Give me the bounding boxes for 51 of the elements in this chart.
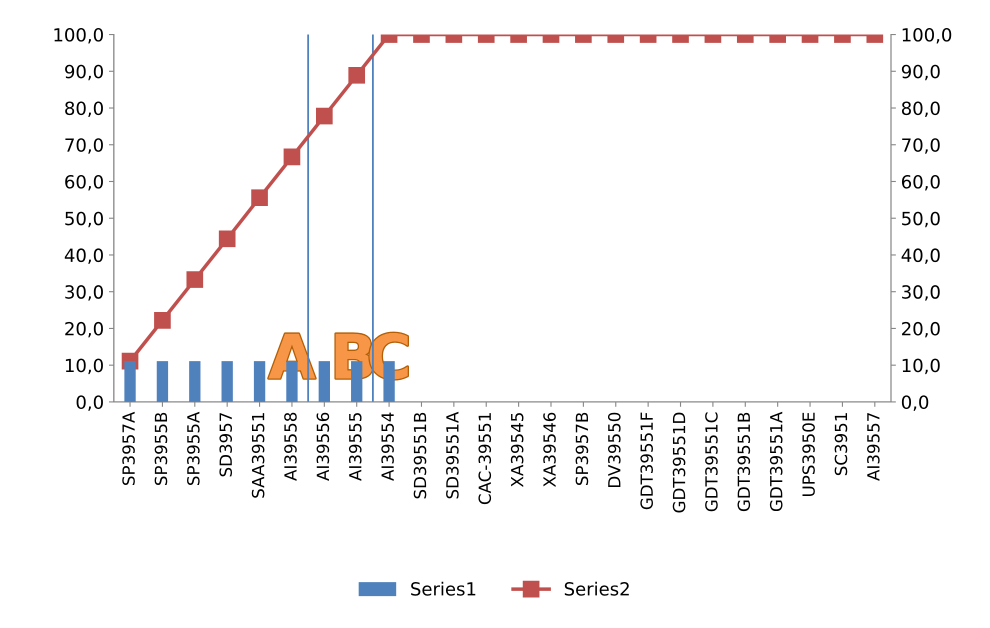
point [154,312,171,329]
y2-tick-label: 60,0 [902,174,940,190]
y2-tick-label: 100,0 [902,28,952,44]
y-tick-label: 20,0 [65,322,103,338]
x-tick-label: CAC-39551 [478,413,492,504]
y2-tick-label: 0,0 [902,395,928,411]
y-tick-label: 0,0 [76,395,103,411]
y2-tick-label: 90,0 [902,64,940,80]
y2-tick-label: 30,0 [902,285,940,301]
x-tick-label: SD39551A [446,412,459,498]
y2-tick-label: 70,0 [902,138,940,154]
point [218,230,236,248]
x-tick-label: GDT39551B [738,412,750,512]
x-tick-label: AI39558 [284,412,297,481]
y2-tick-label: 40,0 [902,248,940,264]
y-tick-label: 70,0 [65,138,103,154]
x-tick-label: SD39551B [414,412,426,498]
x-tick-label: GDT39551C [705,412,718,512]
x-tick-label: SP3955A [187,412,200,485]
y-tick-label: 90,0 [65,64,103,80]
y-tick-label: 10,0 [66,358,103,374]
x-tick-label: SP3955B [154,412,168,486]
x-tick-label: AI39556 [316,412,330,481]
y-tick-label: 50,0 [65,212,103,228]
x-tick-label: SAA39551 [252,413,264,498]
x-tick-label: UPS3950E [802,412,815,496]
y-tick-label: 30,0 [65,285,103,301]
legend-label: Series1 [411,582,476,596]
y-tick-label: 100,0 [54,28,103,44]
x-tick-label: GDT39551D [672,412,686,512]
x-tick-label: AI39554 [381,412,394,481]
x-tick-label: DV39550 [608,412,621,487]
x-tick-label: SC3951 [834,413,848,476]
y-tick-label: 40,0 [64,248,103,264]
legend-label: Series2 [564,582,629,596]
x-tick-label: XA39545 [510,413,524,487]
x-tick-label: SP3957A [122,412,135,485]
y2-tick-label: 20,0 [902,322,940,338]
y2-tick-label: 10,0 [902,358,940,374]
y2-tick-label: 50,0 [902,212,940,228]
y-tick-label: 60,0 [65,174,103,190]
x-tick-label: AI39557 [867,413,880,481]
x-tick-label: SP3957B [576,412,588,486]
x-tick-label: AI39555 [348,413,362,481]
x-tick-label: GDT39551F [640,412,653,510]
x-tick-label: GDT39551A [770,412,782,512]
y2-tick-label: 80,0 [902,101,940,117]
x-tick-label: XA39546 [543,412,556,487]
point [186,271,204,288]
y-tick-label: 80,0 [65,101,103,117]
x-tick-label: SD3957 [219,413,232,476]
